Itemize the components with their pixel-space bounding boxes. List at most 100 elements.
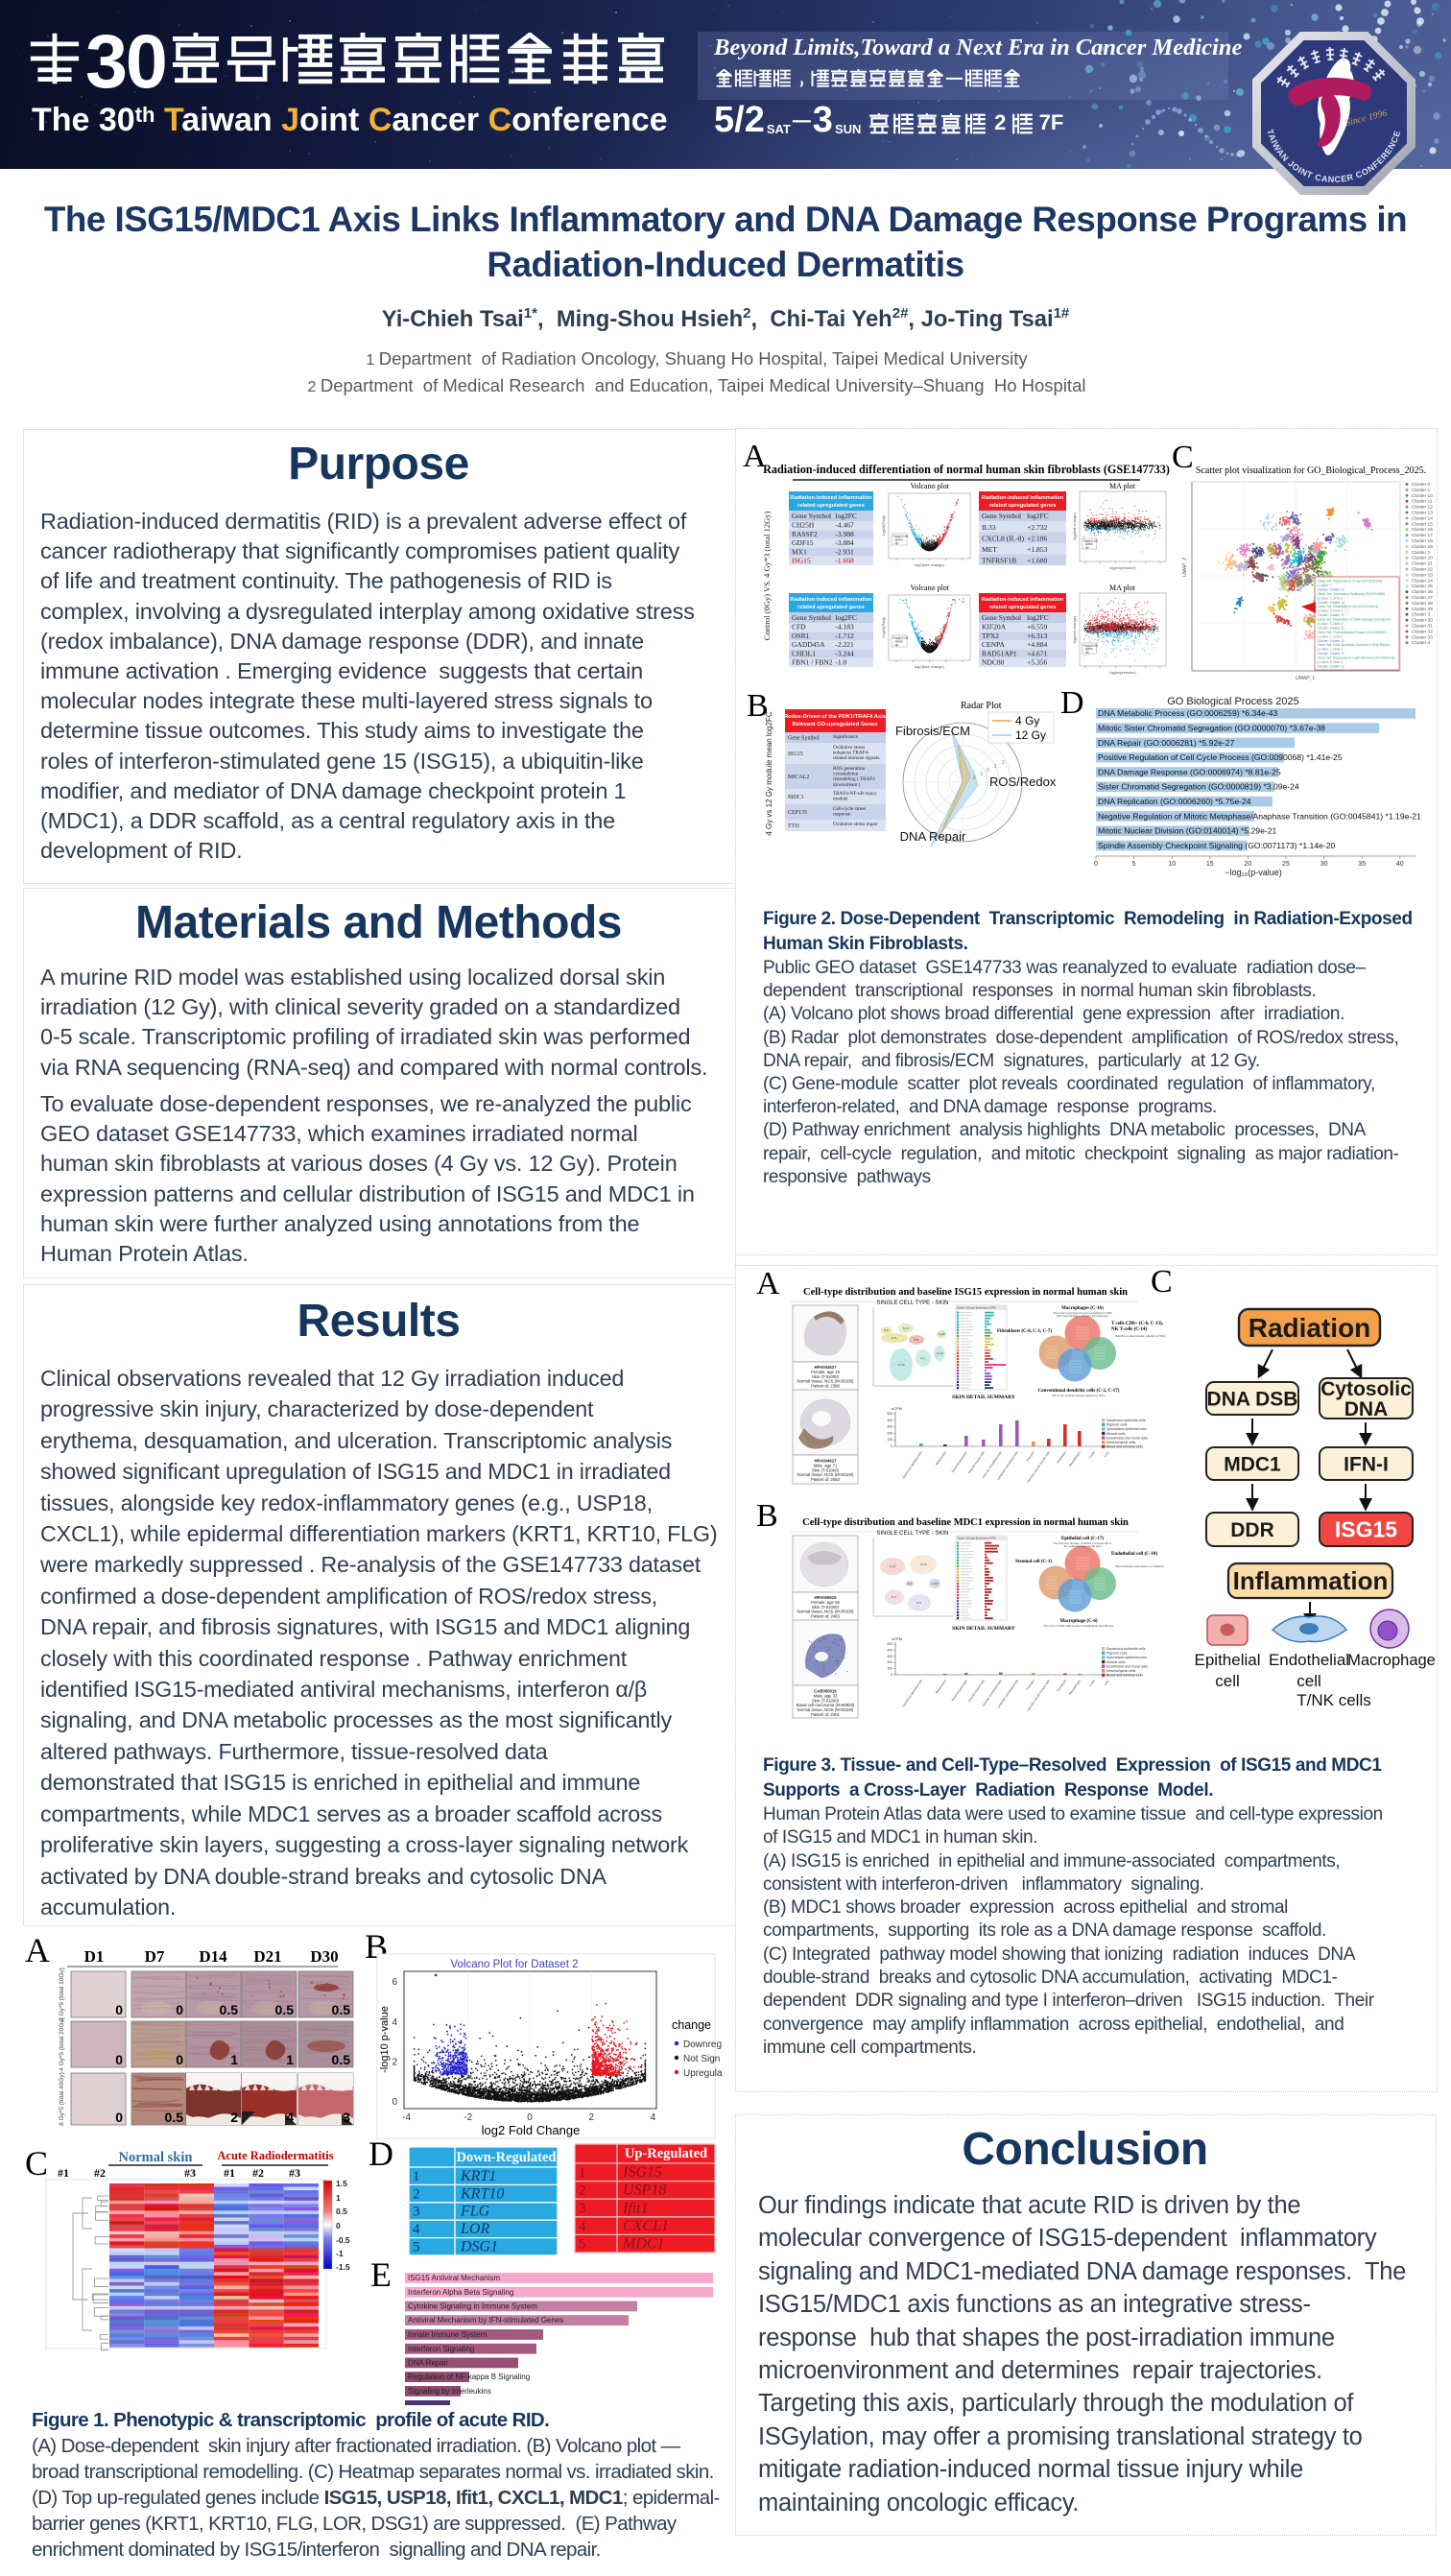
svg-text:CDC: CDC: [1104, 1450, 1110, 1458]
svg-text:Not Sign: Not Sign: [683, 2054, 720, 2064]
svg-text:Gene Symbol: Gene Symbol: [982, 512, 1021, 520]
svg-text:C-13: C-13: [937, 1351, 943, 1355]
svg-text:ISG15: ISG15: [1335, 1517, 1397, 1542]
svg-text:0.5: 0.5: [165, 2110, 184, 2125]
svg-text:SKIN DETAIL SUMMARY: SKIN DETAIL SUMMARY: [952, 1395, 1015, 1400]
svg-text:200: 200: [887, 1660, 892, 1664]
svg-text:Oxidative stress: Oxidative stress: [833, 745, 865, 751]
svg-text:Gene Set: Regulation of DNA Da: Gene Set: Regulation of DNA Damage Check…: [1318, 618, 1391, 622]
svg-text:Regulation of NF-kappa B Signa: Regulation of NF-kappa B Signaling: [408, 2373, 530, 2381]
svg-text:Interferon Alpha Beta Signalin: Interferon Alpha Beta Signaling: [408, 2288, 513, 2297]
svg-text:-4: -4: [402, 2112, 411, 2123]
svg-text:log(fold change): log(fold change): [1072, 512, 1077, 539]
svg-text:2 Gy*5 (total 10Gy): 2 Gy*5 (total 10Gy): [59, 1968, 65, 2021]
svg-text:0.5: 0.5: [332, 2052, 351, 2067]
svg-text:RASSF2: RASSF2: [792, 530, 818, 538]
svg-text:Mitotic Sister Chromatid Segre: Mitotic Sister Chromatid Segregation (GO…: [1098, 724, 1325, 733]
svg-text:Padj<0.05: Padj<0.05: [893, 636, 909, 640]
svg-text:Endothelial: Endothelial: [1269, 1651, 1349, 1669]
svg-text:0: 0: [115, 2110, 123, 2125]
svg-text:-1: -1: [336, 2249, 344, 2258]
svg-text:Fibroblasts (C-0, C-1, C-7): Fibroblasts (C-0, C-1, C-7): [997, 1329, 1052, 1334]
svg-text:Cluster 26: Cluster 26: [1412, 589, 1433, 595]
svg-text:UMAP_1: UMAP_1: [1296, 676, 1315, 681]
svg-text:3: 3: [413, 2205, 420, 2220]
svg-text:Gene Symbol: Gene Symbol: [982, 613, 1021, 622]
svg-text:B: B: [747, 688, 769, 724]
svg-text:Muscle cells: Muscle cells: [1106, 1432, 1126, 1436]
svg-text:change: change: [672, 2018, 711, 2032]
svg-text:Positive Regulation of Cell Cy: Positive Regulation of Cell Cycle Proces…: [1098, 752, 1343, 762]
svg-text:Cluster 11: Cluster 11: [1412, 499, 1433, 505]
svg-text:cell: cell: [1296, 1672, 1321, 1690]
svg-text:4 Gy*5 (total 20Gy): 4 Gy*5 (total 20Gy): [59, 2017, 65, 2071]
svg-text:-2: -2: [464, 2112, 472, 2123]
svg-text:Female, age 19: Female, age 19: [811, 1370, 840, 1374]
svg-text:0.5: 0.5: [336, 2206, 347, 2216]
svg-text:. down: . down: [1083, 647, 1093, 651]
svg-text:Radar Plot: Radar Plot: [961, 701, 1002, 711]
svg-text:HPA004627: HPA004627: [814, 1459, 837, 1464]
svg-text:KIF20A: KIF20A: [982, 623, 1007, 632]
svg-text:LOR: LOR: [460, 2221, 489, 2237]
svg-text:C-6: C-6: [884, 1328, 889, 1332]
svg-text:Stromal cell (C-1): Stromal cell (C-1): [1015, 1560, 1052, 1564]
svg-text:Gene Set: Translation Synthesi: Gene Set: Translation Synthesis (GO19748…: [1318, 592, 1385, 596]
svg-text:100: 100: [887, 1667, 892, 1671]
svg-text:Basal keratinocytes: Basal keratinocytes: [951, 1679, 968, 1702]
svg-text:log2(fold change): log2(fold change): [915, 664, 945, 669]
svg-text:+6.559: +6.559: [1027, 623, 1047, 632]
svg-text:CXCL8 (IL-8): CXCL8 (IL-8): [982, 535, 1024, 543]
svg-text:Normal tissue, NOS (M-00100): Normal tissue, NOS (M-00100): [797, 1379, 855, 1384]
svg-text:Cluster 10: Cluster 10: [1412, 493, 1433, 499]
svg-text:Normal skin: Normal skin: [119, 2150, 193, 2165]
svg-text:MDC1: MDC1: [1224, 1453, 1281, 1475]
svg-text:Cluster 32: Cluster 32: [1412, 629, 1433, 634]
svg-text:SINGLE CELL TYPE - SKIN: SINGLE CELL TYPE - SKIN: [876, 1531, 948, 1537]
svg-text:Relevant CO-upregulated Genes: Relevant CO-upregulated Genes: [793, 722, 878, 727]
svg-text:#3: #3: [289, 2166, 300, 2180]
svg-text:-1.668: -1.668: [835, 557, 854, 565]
svg-text:Cluster: Cluster 11: Cluster: Cluster 11: [1318, 613, 1344, 617]
svg-text:A: A: [743, 439, 767, 474]
svg-text:Microvascular endothelium in r: Microvascular endothelium in radiation: [1115, 1564, 1165, 1568]
svg-text:Skin (T-01000): Skin (T-01000): [812, 1605, 840, 1610]
svg-text:Cluster 31: Cluster 31: [1412, 624, 1433, 630]
svg-text:#1: #1: [58, 2166, 69, 2180]
svg-text:Signaling by Interleukins: Signaling by Interleukins: [408, 2387, 491, 2396]
svg-text:Cluster 15: Cluster 15: [1412, 521, 1433, 527]
svg-text:-1.5: -1.5: [336, 2262, 350, 2272]
svg-text:Macrophage: Macrophage: [1347, 1652, 1436, 1669]
svg-text:T-cells: T-cells: [1088, 1679, 1097, 1688]
svg-text:C-8: C-8: [914, 1338, 918, 1342]
svg-text:log2FC: log2FC: [835, 512, 857, 520]
svg-text:Male, age 71: Male, age 71: [814, 1463, 838, 1467]
svg-text:0: 0: [176, 2002, 183, 2017]
svg-text:KRT10: KRT10: [460, 2185, 504, 2202]
svg-text:Patient id: 2553: Patient id: 2553: [811, 1477, 840, 1482]
svg-text:nCPM: nCPM: [892, 1406, 902, 1411]
svg-text:Pericytes: Pericytes: [1025, 1679, 1035, 1691]
svg-text:Cytokine Signaling in Immune S: Cytokine Signaling in Immune System: [408, 2302, 537, 2311]
svg-text:Cell-type distribution and bas: Cell-type distribution and baseline MDC1…: [802, 1517, 1129, 1528]
svg-text:MA plot: MA plot: [1109, 482, 1136, 490]
svg-text:. up: . up: [1083, 545, 1089, 549]
svg-text:log2FC: log2FC: [1027, 613, 1049, 622]
svg-text:DNA Repair: DNA Repair: [900, 829, 966, 844]
svg-text:D30: D30: [310, 1947, 338, 1966]
svg-text:Gene Symbol: Gene Symbol: [792, 613, 831, 622]
svg-text:Upregula: Upregula: [683, 2068, 723, 2079]
svg-text:cytoskeleton: cytoskeleton: [833, 772, 859, 777]
svg-text:0: 0: [1094, 861, 1098, 868]
svg-text:The first line number of MDC1: The first line number of MDC1 correspond…: [1054, 1541, 1112, 1545]
svg-text:FBN1 / FBN2: FBN1 / FBN2: [792, 658, 833, 667]
svg-text:Redox-Driven of the PDK1/TRAF4: Redox-Driven of the PDK1/TRAF4 Axis: [784, 714, 886, 720]
svg-text:Basal keratinocytes: Basal keratinocytes: [951, 1450, 968, 1473]
svg-text:TNFRSF1B: TNFRSF1B: [982, 557, 1016, 565]
svg-text:Smooth muscle cells: Smooth muscle cells: [967, 1450, 986, 1474]
svg-text:Cluster 23: Cluster 23: [1412, 572, 1433, 578]
svg-text:p-value: 5.024e-2: p-value: 5.024e-2: [1318, 609, 1344, 613]
svg-text:nCPM: nCPM: [892, 1636, 902, 1641]
svg-text:Volcano plot: Volcano plot: [911, 482, 950, 490]
svg-text:Muscle cells: Muscle cells: [1106, 1660, 1126, 1664]
